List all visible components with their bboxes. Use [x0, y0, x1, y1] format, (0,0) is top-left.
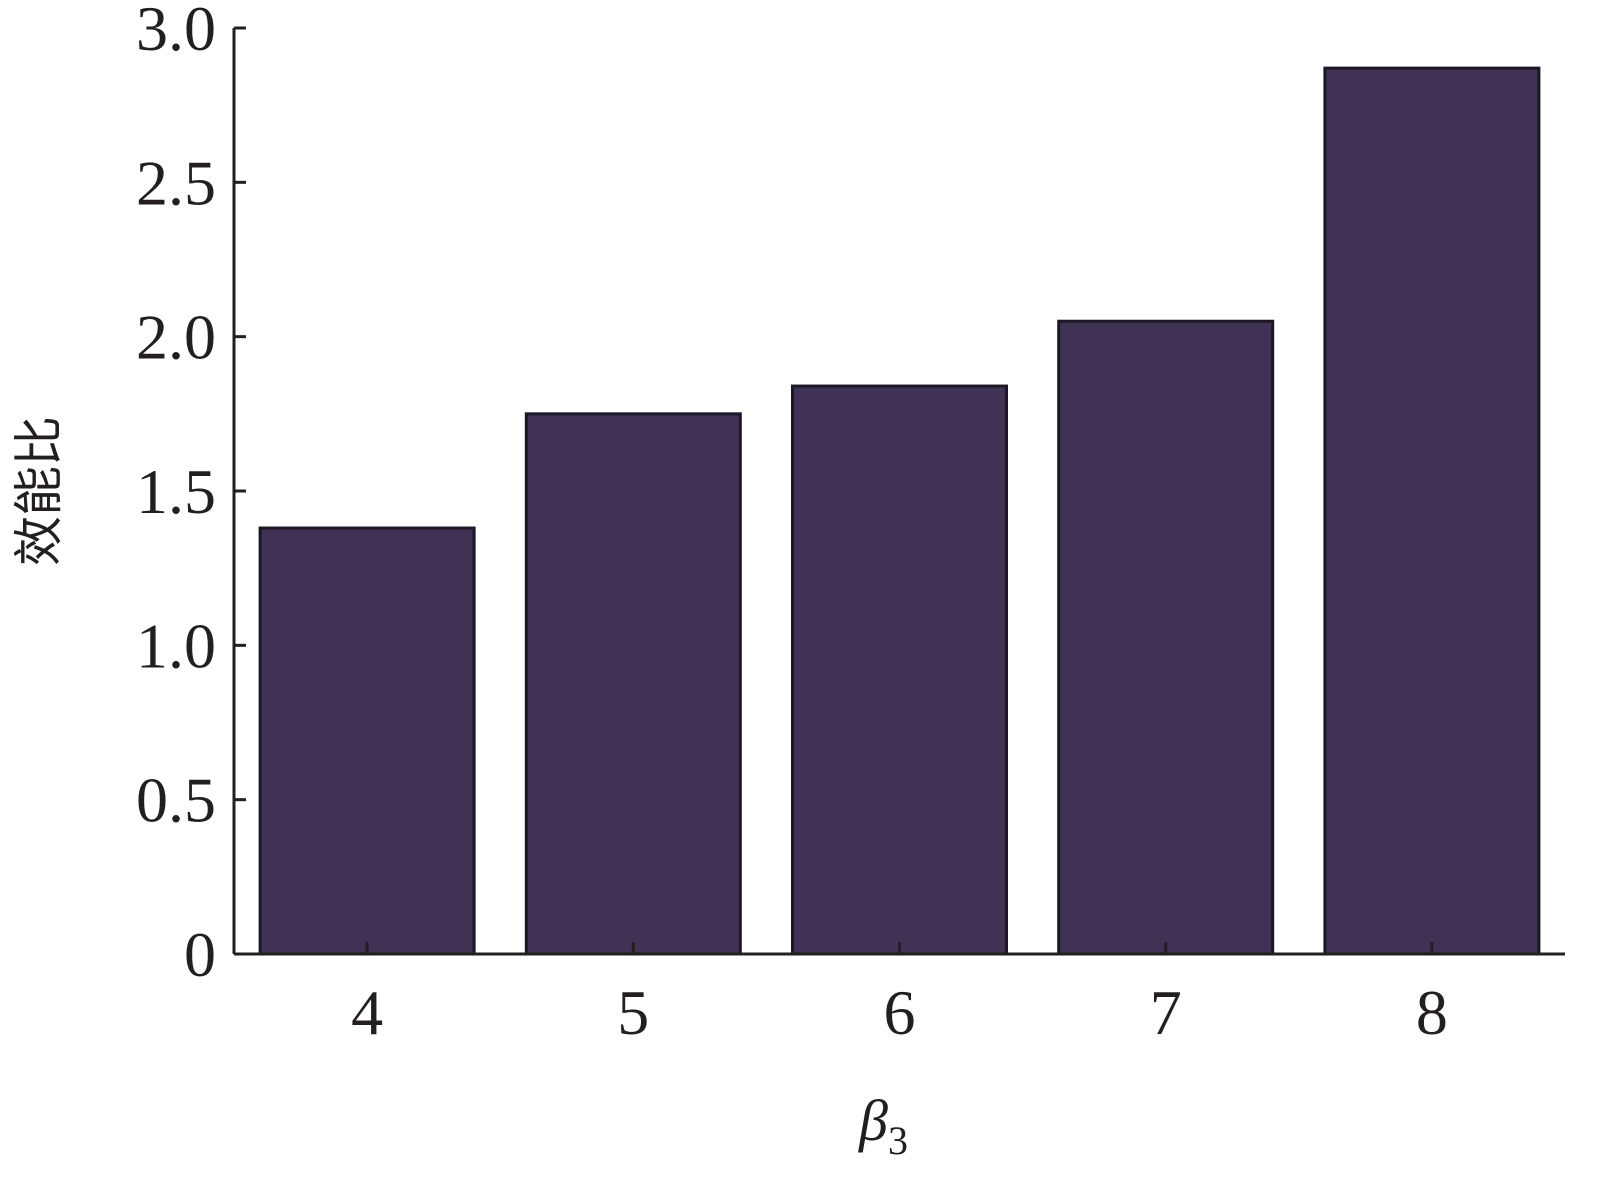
bars-group — [258, 66, 1541, 956]
y-tick-label: 1.5 — [136, 456, 216, 527]
x-axis-label-subscript: 3 — [888, 1118, 908, 1163]
x-tick-label: 4 — [351, 977, 383, 1048]
bar-6 — [791, 384, 1008, 956]
y-tick-label: 0 — [184, 919, 216, 990]
y-axis-label: 效能比 — [11, 416, 67, 566]
x-tick-label: 6 — [884, 977, 916, 1048]
bar-8 — [1323, 66, 1541, 956]
y-tick-label: 0.5 — [136, 765, 216, 836]
y-tick-label: 2.0 — [136, 302, 216, 373]
bar-5 — [524, 412, 742, 956]
x-ticks-group: 4 5 6 7 8 — [351, 942, 1448, 1048]
x-tick-label: 8 — [1416, 977, 1448, 1048]
y-tick-label: 3.0 — [136, 0, 216, 64]
x-tick-label: 7 — [1150, 977, 1182, 1048]
y-ticks-group: 0 0.5 1.0 1.5 2.0 2.5 3.0 — [136, 0, 246, 990]
bar-4 — [258, 526, 476, 956]
x-axis-label: β3 — [858, 1088, 908, 1163]
bar-7 — [1057, 319, 1275, 956]
y-tick-label: 2.5 — [136, 147, 216, 218]
x-axis-label-symbol: β — [858, 1088, 888, 1153]
x-tick-label: 5 — [617, 977, 649, 1048]
y-tick-label: 1.0 — [136, 610, 216, 681]
